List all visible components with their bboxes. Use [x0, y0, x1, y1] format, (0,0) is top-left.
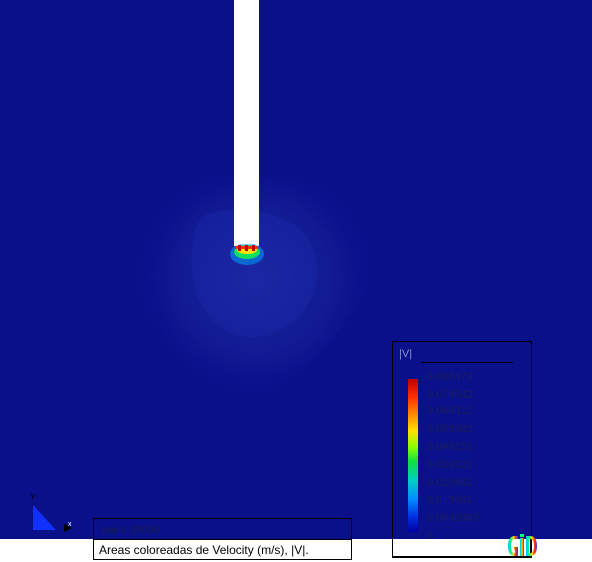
axes-triad: y x — [31, 491, 72, 532]
velocity-cloud-inner — [191, 209, 318, 338]
color-legend[interactable]: |V| 0.088473 0.078642 0.068812 0.058982 … — [392, 341, 532, 558]
legend-color-bar — [408, 379, 418, 532]
velocity-hotspot — [230, 244, 264, 265]
step-label: paso: 10000 — [102, 525, 160, 536]
legend-title-rule — [421, 362, 513, 363]
legend-footer — [392, 539, 531, 557]
legend-value: 0.029491 — [427, 477, 473, 489]
legend-value: 0.078642 — [427, 389, 473, 401]
velocity-cloud — [136, 175, 374, 405]
axis-x-label: x — [68, 521, 72, 528]
legend-value: 0 — [427, 531, 434, 543]
graphics-viewport[interactable]: y x — [0, 0, 592, 539]
legend-value: 0.088473 — [427, 371, 473, 383]
caption-box: Areas coloreadas de Velocity (m/s), |V|. — [93, 539, 352, 560]
step-box: paso: 10000 — [93, 518, 352, 539]
legend-value: 0.068812 — [427, 405, 473, 417]
velocity-plume — [136, 175, 374, 405]
legend-value: 0.058982 — [427, 423, 473, 435]
legend-value: 0.039321 — [427, 459, 473, 471]
legend-value: 0.0098303 — [427, 512, 479, 524]
legend-value: 0.019661 — [427, 494, 473, 506]
legend-title: |V| — [399, 348, 413, 360]
legend-value: 0.049151 — [427, 441, 473, 453]
inlet-rod — [234, 0, 259, 246]
axis-y-label: y — [31, 491, 35, 500]
result-caption: Areas coloreadas de Velocity (m/s), |V|. — [99, 543, 309, 557]
gid-logo-icon — [508, 534, 537, 556]
